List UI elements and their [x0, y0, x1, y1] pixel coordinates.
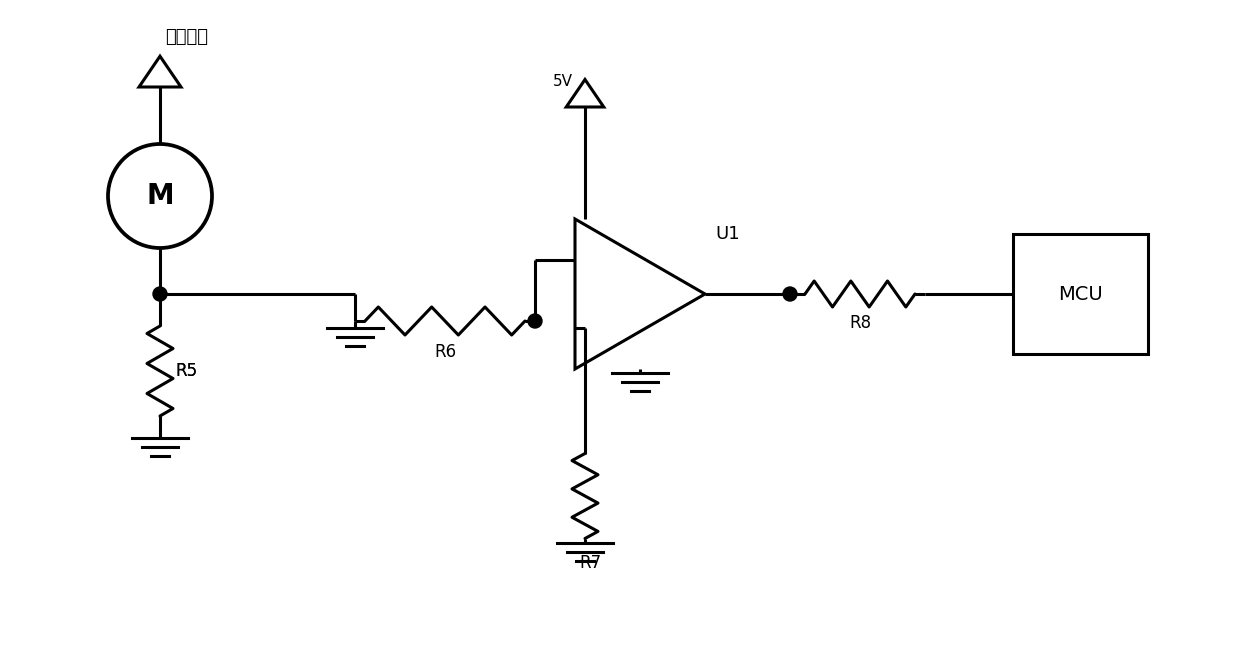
Text: 电机电源: 电机电源: [165, 28, 208, 46]
Text: U1: U1: [715, 225, 739, 243]
Text: R5: R5: [175, 362, 197, 380]
Text: M: M: [146, 182, 174, 210]
Text: MCU: MCU: [1058, 284, 1102, 304]
Text: R8: R8: [849, 314, 870, 332]
Circle shape: [782, 287, 797, 301]
Circle shape: [153, 287, 167, 301]
Text: R5: R5: [175, 362, 197, 380]
Text: 5V: 5V: [553, 73, 573, 89]
Circle shape: [528, 314, 542, 328]
Bar: [1013, 234, 1147, 354]
Text: R6: R6: [434, 343, 456, 361]
Text: R7: R7: [579, 553, 601, 571]
